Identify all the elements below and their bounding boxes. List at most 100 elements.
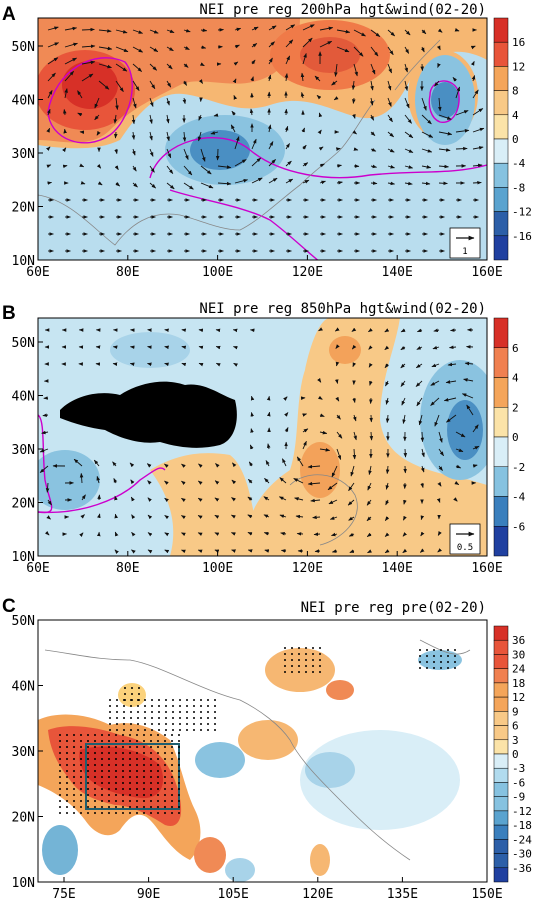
significance-dot xyxy=(193,723,195,725)
colorbar-label: 4 xyxy=(512,109,519,122)
lat-tick-label: 10N xyxy=(12,876,35,891)
significance-dot xyxy=(101,770,103,772)
significance-dot xyxy=(87,788,89,790)
significance-dot xyxy=(108,758,110,760)
significance-dot xyxy=(122,752,124,754)
lon-tick-label: 60E xyxy=(26,561,49,576)
significance-dot xyxy=(144,723,146,725)
significance-dot xyxy=(73,746,75,748)
wind-vector xyxy=(405,449,406,457)
lon-tick-label: 140E xyxy=(382,265,413,280)
significance-dot xyxy=(122,776,124,778)
significance-dot xyxy=(164,734,166,736)
significance-dot xyxy=(101,782,103,784)
significance-dot xyxy=(109,705,111,707)
colorbar-swatch xyxy=(494,654,508,668)
significance-dot xyxy=(109,729,111,731)
significance-dot xyxy=(101,740,103,742)
significance-dot xyxy=(143,806,145,808)
significance-dot xyxy=(158,705,160,707)
significance-dot xyxy=(143,776,145,778)
significance-dot xyxy=(150,764,152,766)
significance-dot xyxy=(165,699,167,701)
colorbar-swatch xyxy=(494,726,508,740)
colorbar-label: 12 xyxy=(512,691,525,704)
significance-dot xyxy=(94,782,96,784)
significance-dot xyxy=(158,699,160,701)
significance-dot xyxy=(108,794,110,796)
significance-dot xyxy=(171,764,173,766)
significance-dot xyxy=(172,729,174,731)
lat-tick-label: 40N xyxy=(12,94,35,109)
significance-dot xyxy=(426,655,428,657)
significance-dot xyxy=(151,717,153,719)
significance-dot xyxy=(137,705,139,707)
significance-dot xyxy=(122,764,124,766)
colorbar-label: 0 xyxy=(512,748,519,761)
significance-dot xyxy=(129,734,131,736)
significance-dot xyxy=(178,788,180,790)
significance-dot xyxy=(150,770,152,772)
significance-dot xyxy=(157,800,159,802)
significance-dot xyxy=(200,729,202,731)
significance-dot xyxy=(157,794,159,796)
colorbar-swatch xyxy=(494,868,508,882)
significance-dot xyxy=(73,734,75,736)
significance-dot xyxy=(136,734,138,736)
significance-dot xyxy=(59,752,61,754)
significance-dot xyxy=(122,746,124,748)
colorbar-swatch xyxy=(494,212,508,236)
colorbar-label: -12 xyxy=(512,206,532,219)
significance-dot xyxy=(454,667,456,669)
wind-vector xyxy=(147,363,150,364)
significance-dot xyxy=(157,734,159,736)
colorbar-label: 30 xyxy=(512,648,525,661)
significance-dot xyxy=(94,746,96,748)
significance-dot xyxy=(87,770,89,772)
significance-dot xyxy=(193,711,195,713)
significance-dot xyxy=(94,764,96,766)
significance-dot xyxy=(207,729,209,731)
significance-dot xyxy=(115,788,117,790)
significance-dot xyxy=(440,661,442,663)
significance-dot xyxy=(151,705,153,707)
significance-dot xyxy=(131,687,133,689)
panel-c: C NEI pre reg pre(02-20) xyxy=(2,596,532,902)
significance-dot xyxy=(305,665,307,667)
significance-dot xyxy=(116,729,118,731)
significance-dot xyxy=(130,723,132,725)
significance-dot xyxy=(200,717,202,719)
significance-dot xyxy=(172,711,174,713)
significance-dot xyxy=(143,752,145,754)
significance-dot xyxy=(123,705,125,707)
significance-dot xyxy=(80,788,82,790)
significance-dot xyxy=(157,770,159,772)
significance-dot xyxy=(115,782,117,784)
colorbar-label: 6 xyxy=(512,342,519,355)
significance-dot xyxy=(130,717,132,719)
significance-dot xyxy=(144,699,146,701)
significance-dot xyxy=(137,717,139,719)
significance-dot xyxy=(158,729,160,731)
significance-dot xyxy=(214,699,216,701)
significance-dot xyxy=(150,812,152,814)
significance-dot xyxy=(165,723,167,725)
wind-vector xyxy=(43,415,48,416)
significance-dot xyxy=(115,734,117,736)
significance-dot xyxy=(136,794,138,796)
significance-dot xyxy=(129,776,131,778)
panel-c-field xyxy=(38,620,487,882)
colorbar-swatch xyxy=(494,437,508,467)
significance-dot xyxy=(73,794,75,796)
significance-dot xyxy=(179,699,181,701)
significance-dot xyxy=(179,711,181,713)
significance-dot xyxy=(193,729,195,731)
significance-dot xyxy=(94,752,96,754)
significance-dot xyxy=(115,764,117,766)
significance-dot xyxy=(59,806,61,808)
lon-tick-label: 90E xyxy=(137,887,160,902)
significance-dot xyxy=(80,812,82,814)
lon-tick-label: 105E xyxy=(218,887,249,902)
significance-dot xyxy=(214,717,216,719)
